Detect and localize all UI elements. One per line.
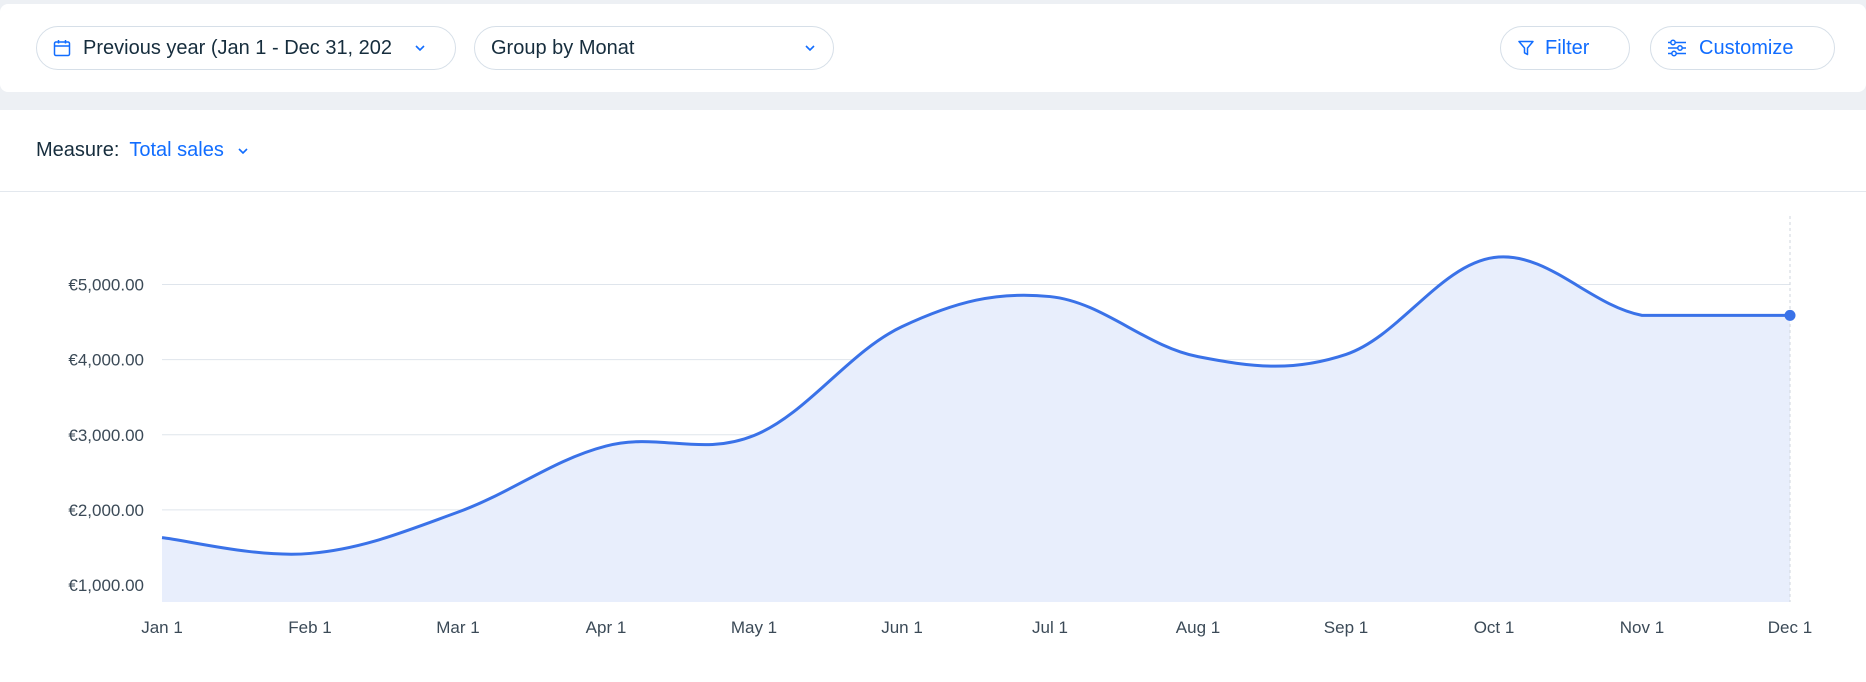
date-range-selector[interactable]: Previous year (Jan 1 - Dec 31, 202: [36, 26, 456, 70]
x-tick-label: Mar 1: [436, 618, 479, 637]
x-tick-label: Jul 1: [1032, 618, 1068, 637]
data-point: [1195, 354, 1201, 360]
data-point: [899, 324, 905, 330]
toolbar: Previous year (Jan 1 - Dec 31, 202 Group…: [0, 4, 1866, 92]
data-point: [751, 433, 757, 439]
sliders-icon: [1668, 39, 1686, 57]
series-line: [161, 255, 1790, 556]
chart-panel: Measure: Total sales €1,000.00 €2,000.00 €…: [0, 110, 1866, 682]
x-tick-label: Jun 1: [881, 618, 923, 637]
group-by-label: Group by Monat: [491, 36, 635, 59]
customize-button[interactable]: Customize: [1650, 26, 1835, 70]
highlighted-point: [1784, 309, 1796, 321]
y-tick-label: €3,000.00: [68, 426, 144, 445]
measure-row: Measure: Total sales: [0, 110, 1866, 192]
calendar-icon: [53, 40, 71, 57]
x-tick-label: Nov 1: [1620, 618, 1664, 637]
filter-label: Filter: [1545, 36, 1590, 59]
x-tick-label: Feb 1: [288, 618, 331, 637]
x-tick-label: Jan 1: [141, 618, 183, 637]
chevron-down-icon: [805, 45, 815, 52]
filter-icon: [1518, 40, 1534, 56]
data-point: [1639, 312, 1645, 318]
data-point: [1491, 255, 1497, 261]
date-range-label: Previous year (Jan 1 - Dec 31, 202: [83, 36, 393, 59]
customize-label: Customize: [1699, 36, 1794, 59]
sales-area-chart: €1,000.00 €2,000.00 €3,000.00 €4,000.00 €5,0…: [68, 216, 1812, 637]
y-tick-label: €2,000.00: [68, 501, 144, 520]
measure-label: Measure:: [36, 139, 120, 161]
x-tick-label: Aug 1: [1176, 618, 1220, 637]
data-point: [307, 550, 313, 556]
group-by-selector[interactable]: Group by Monat: [474, 26, 834, 70]
y-tick-label: €5,000.00: [68, 276, 144, 295]
x-tick-label: Sep 1: [1324, 618, 1368, 637]
y-tick-label: €1,000.00: [68, 576, 144, 595]
data-point: [455, 509, 461, 515]
chevron-down-icon: [415, 45, 425, 52]
area-fill: [162, 256, 1790, 602]
chevron-down-icon[interactable]: [236, 144, 250, 158]
x-tick-label: Dec 1: [1768, 618, 1812, 637]
x-tick-label: Apr 1: [586, 618, 627, 637]
data-point: [603, 443, 609, 449]
filter-button[interactable]: Filter: [1500, 26, 1630, 70]
y-tick-label: €4,000.00: [68, 351, 144, 370]
measure-selector[interactable]: Total sales: [129, 139, 224, 161]
data-point: [1343, 351, 1349, 357]
data-point: [159, 535, 165, 541]
data-point: [1047, 294, 1053, 300]
x-tick-label: May 1: [731, 618, 777, 637]
x-tick-label: Oct 1: [1474, 618, 1515, 637]
